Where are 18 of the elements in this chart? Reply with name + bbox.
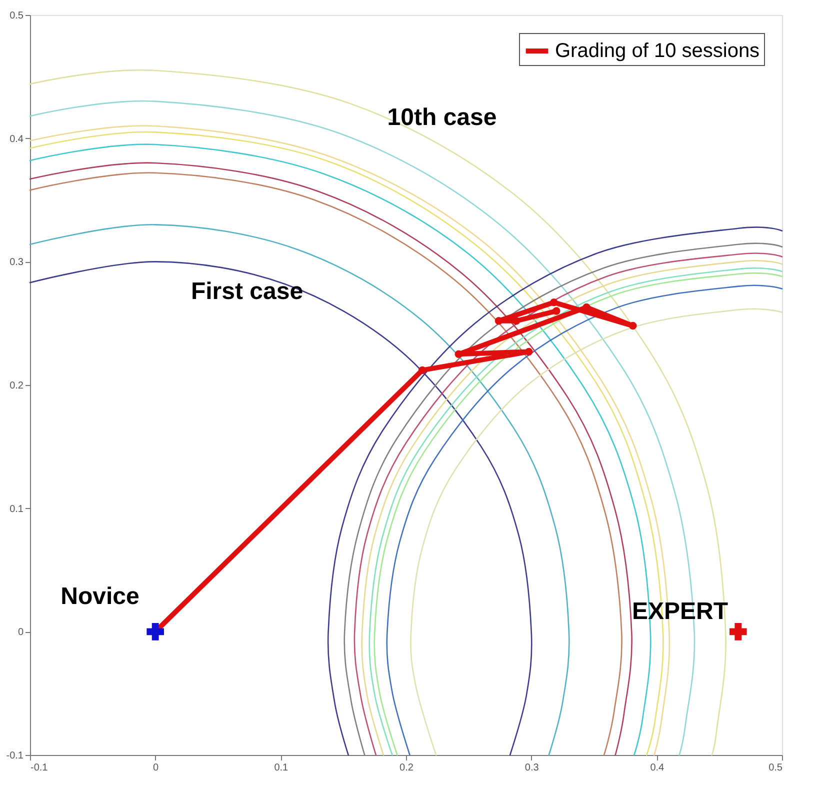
y-tick-label: 0.5 — [10, 10, 24, 22]
y-tick-label: 0 — [18, 627, 24, 638]
annotation: First case — [190, 278, 304, 305]
x-tick-label: -0.1 — [30, 762, 48, 774]
y-tick-label: 0.2 — [10, 380, 24, 392]
annotation: 10th case — [387, 104, 497, 131]
y-tick-label: 0.3 — [10, 257, 24, 268]
x-tick-label: 0 — [153, 762, 160, 774]
x-tick-label: 0.2 — [400, 762, 414, 774]
y-tick-label: -0.1 — [6, 750, 24, 762]
y-tick-label: 0.4 — [10, 134, 24, 145]
x-tick-label: 0.4 — [650, 762, 665, 774]
y-tick-label: 0.1 — [10, 504, 24, 515]
legend-label: Grading of 10 sessions — [555, 40, 760, 62]
x-tick-label: 0.3 — [524, 762, 540, 774]
annotation: Novice — [60, 583, 140, 610]
x-tick-label: 0.5 — [768, 762, 783, 774]
x-tick-label: 0.1 — [274, 762, 289, 774]
